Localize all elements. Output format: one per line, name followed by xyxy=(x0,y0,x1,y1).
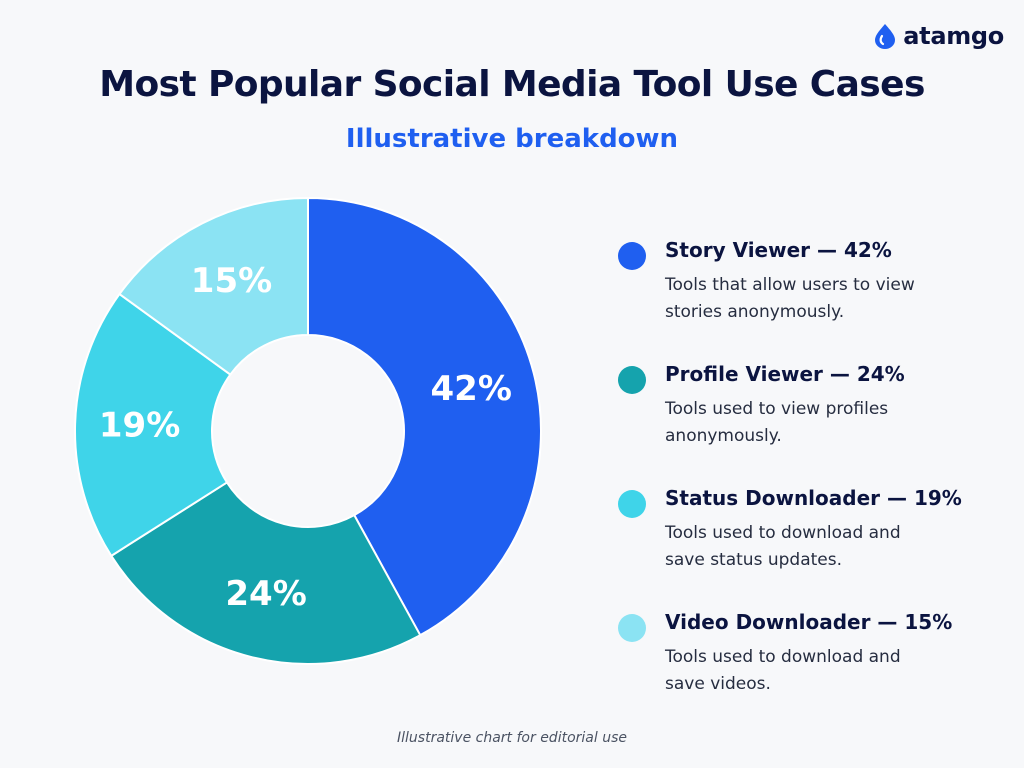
legend-item-profile-viewer: Profile Viewer — 24% Tools used to view … xyxy=(618,362,1008,486)
legend-description: Tools used to download and save videos. xyxy=(665,647,901,694)
legend: Story Viewer — 42% Tools that allow user… xyxy=(618,238,1008,734)
droplet-logo-icon xyxy=(875,24,896,49)
brand-logo: atamgo xyxy=(873,22,1004,50)
legend-swatch-profile-viewer xyxy=(618,366,646,394)
legend-title: Status Downloader — 19% xyxy=(665,486,962,510)
legend-swatch-status-downloader xyxy=(618,490,646,518)
legend-title: Video Downloader — 15% xyxy=(665,610,953,634)
legend-description: Tools used to download and save status u… xyxy=(665,523,901,570)
donut-slice-story-viewer xyxy=(307,196,542,637)
legend-swatch-story-viewer xyxy=(618,242,646,270)
legend-title: Story Viewer — 42% xyxy=(665,238,892,262)
footnote: Illustrative chart for editorial use xyxy=(397,730,627,746)
brand-name: atamgo xyxy=(903,22,1004,50)
legend-item-status-downloader: Status Downloader — 19% Tools used to do… xyxy=(618,486,1008,610)
chart-subtitle: Illustrative breakdown xyxy=(345,124,679,154)
legend-swatch-video-downloader xyxy=(618,614,646,642)
legend-item-story-viewer: Story Viewer — 42% Tools that allow user… xyxy=(618,238,1008,362)
slice-label-video-downloader: 15% xyxy=(191,261,272,301)
slice-label-status-downloader: 19% xyxy=(99,406,180,446)
donut-slice-video-downloader xyxy=(118,196,309,376)
slice-label-profile-viewer: 24% xyxy=(225,574,306,614)
donut-slice-profile-viewer xyxy=(109,481,422,665)
legend-item-video-downloader: Video Downloader — 15% Tools used to dow… xyxy=(618,610,1008,734)
slice-label-story-viewer: 42% xyxy=(431,369,512,409)
legend-title: Profile Viewer — 24% xyxy=(665,362,905,386)
donut-slice-status-downloader xyxy=(74,292,232,558)
legend-description: Tools that allow users to view stories a… xyxy=(665,275,915,322)
chart-title: Most Popular Social Media Tool Use Cases xyxy=(99,64,925,105)
donut-chart: 42% 24% 19% 15% xyxy=(74,196,542,665)
legend-description: Tools used to view profiles anonymously. xyxy=(665,399,889,446)
